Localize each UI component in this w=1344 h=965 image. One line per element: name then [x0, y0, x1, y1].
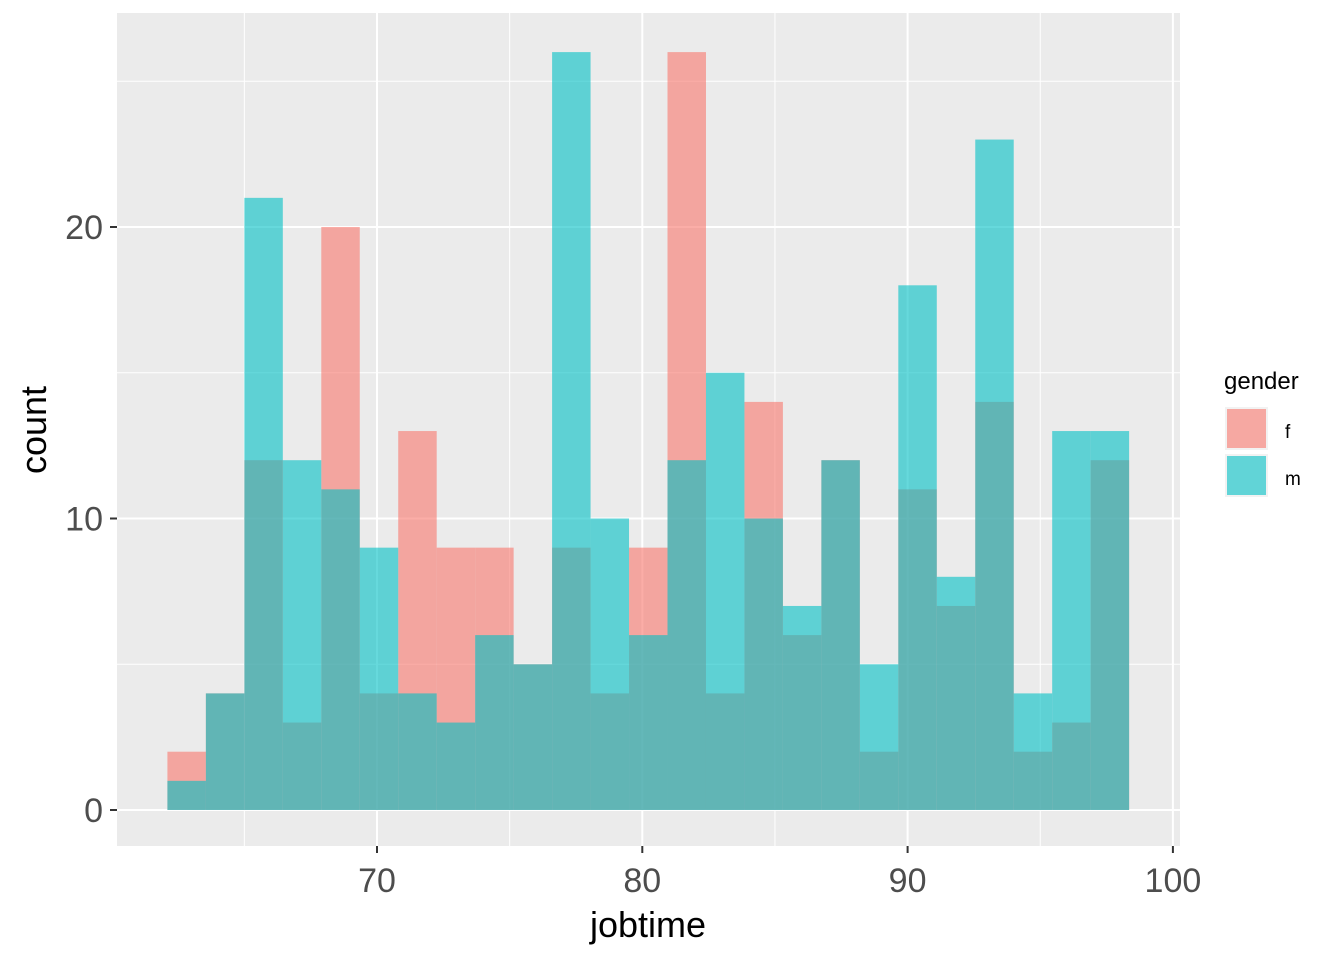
histogram-bar-m: [282, 460, 322, 810]
y-tick-label: 20: [65, 209, 103, 247]
histogram-bar-m: [744, 518, 783, 810]
legend-label-m: m: [1285, 469, 1301, 490]
histogram-bar-m: [513, 664, 553, 810]
histogram-bar-m: [705, 372, 745, 810]
legend-key-m: [1227, 456, 1266, 495]
x-tick-label: 90: [889, 862, 927, 900]
histogram-bar-m: [359, 547, 399, 810]
x-tick-label: 80: [623, 862, 661, 900]
y-axis-title: count: [13, 386, 54, 474]
histogram-bar-m: [975, 139, 1014, 811]
histogram-bar-m: [629, 635, 668, 810]
series-m-bars: [167, 52, 1130, 811]
histogram-bar-m: [244, 197, 283, 811]
histogram-bar-m: [1052, 431, 1091, 810]
y-tick-label: 10: [65, 501, 103, 539]
legend: gender f m: [1224, 368, 1301, 497]
histogram-bar-m: [1013, 693, 1053, 810]
histogram-bar-m: [782, 605, 822, 810]
legend-title: gender: [1224, 368, 1299, 395]
histogram-bar-m: [667, 460, 706, 810]
x-axis-title: jobtime: [589, 904, 706, 945]
histogram-bar-m: [552, 52, 591, 811]
histogram-bar-m: [859, 664, 899, 810]
histogram-bar-m: [475, 635, 514, 810]
histogram-bar-m: [1090, 431, 1130, 810]
histogram-bar-m: [898, 285, 937, 810]
x-tick-label: 100: [1145, 862, 1202, 900]
x-tick-label: 70: [358, 862, 396, 900]
histogram-bar-m: [936, 576, 976, 810]
histogram-bar-m: [398, 693, 437, 810]
axes: 70 80 90 100 0 10 20: [65, 209, 1201, 900]
histogram-bar-m: [821, 460, 860, 810]
histogram-bar-m: [167, 780, 206, 810]
histogram-bar-m: [436, 722, 476, 810]
histogram-bar-m: [205, 693, 245, 810]
legend-key-f: [1227, 409, 1266, 448]
y-tick-label: 0: [84, 792, 103, 830]
legend-label-f: f: [1285, 422, 1291, 443]
histogram-bar-m: [590, 518, 630, 810]
histogram-bar-m: [321, 489, 360, 810]
